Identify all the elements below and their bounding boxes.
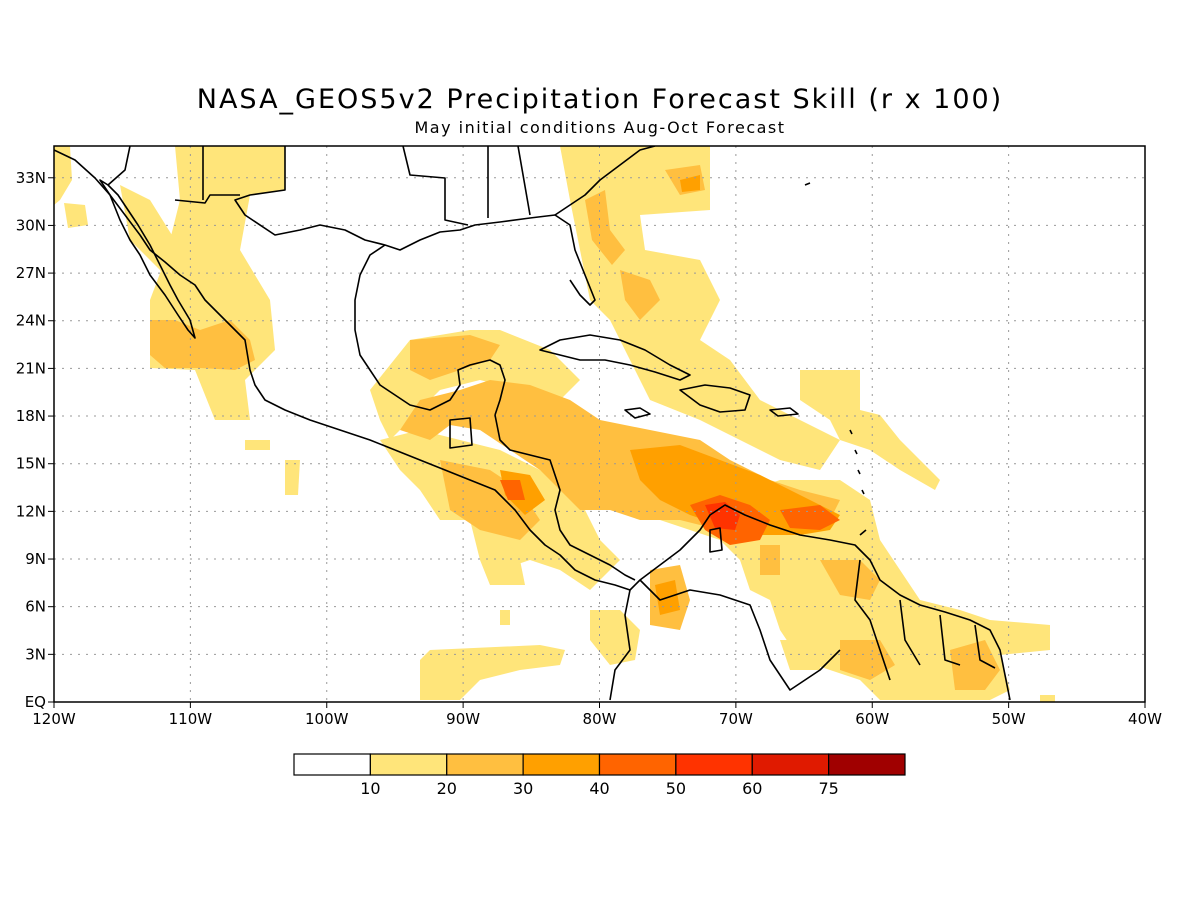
lat-tick-label: 3N: [25, 645, 46, 663]
lat-tick-label: 30N: [16, 216, 46, 234]
lon-tick-label: 60W: [855, 710, 889, 728]
lon-tick-label: 100W: [305, 710, 349, 728]
lat-tick-label: 6N: [25, 598, 46, 616]
lat-tick-label: EQ: [25, 693, 46, 711]
colorbar-swatch: [828, 753, 906, 776]
colorbar-swatch: [675, 753, 753, 776]
skill-shading: [54, 146, 1055, 702]
colorbar-label: 40: [589, 779, 609, 798]
colorbar-swatch: [522, 753, 601, 776]
colorbar-swatch: [369, 753, 448, 776]
lon-tick-label: 90W: [446, 710, 480, 728]
colorbar-label: 50: [666, 779, 686, 798]
colorbar-label: 10: [360, 779, 380, 798]
colorbar-swatch: [293, 753, 371, 776]
lat-tick-label: 21N: [16, 359, 46, 377]
colorbar-label: 60: [742, 779, 762, 798]
lat-tick-label: 18N: [16, 407, 46, 425]
colorbar-swatch: [751, 753, 830, 776]
colorbar-label: 20: [437, 779, 457, 798]
map-title: NASA_GEOS5v2 Precipitation Forecast Skil…: [196, 84, 1004, 115]
lon-tick-label: 110W: [169, 710, 213, 728]
lon-tick-label: 50W: [992, 710, 1026, 728]
coastlines: [54, 146, 1011, 701]
colorbar-swatch: [446, 753, 524, 776]
colorbar: 10 20 30 40 50 60 75: [293, 753, 906, 798]
lon-tick-label: 120W: [32, 710, 76, 728]
lon-tick-label: 40W: [1128, 710, 1162, 728]
lat-tick-label: 12N: [16, 502, 46, 520]
lat-tick-label: 27N: [16, 264, 46, 282]
map-axes: 120W 110W 100W 90W 80W 70W 60W 50W 40W EQ 3N 6N 9N 12…: [16, 169, 1162, 728]
lon-tick-label: 80W: [583, 710, 617, 728]
lat-tick-label: 33N: [16, 169, 46, 187]
lon-tick-label: 70W: [719, 710, 753, 728]
map-subtitle: May initial conditions Aug-Oct Forecast: [414, 118, 786, 137]
colorbar-label: 30: [513, 779, 533, 798]
lat-tick-label: 9N: [25, 550, 46, 568]
lat-tick-label: 15N: [16, 455, 46, 473]
colorbar-swatch: [598, 753, 677, 776]
colorbar-label: 75: [818, 779, 838, 798]
lat-tick-label: 24N: [16, 312, 46, 330]
